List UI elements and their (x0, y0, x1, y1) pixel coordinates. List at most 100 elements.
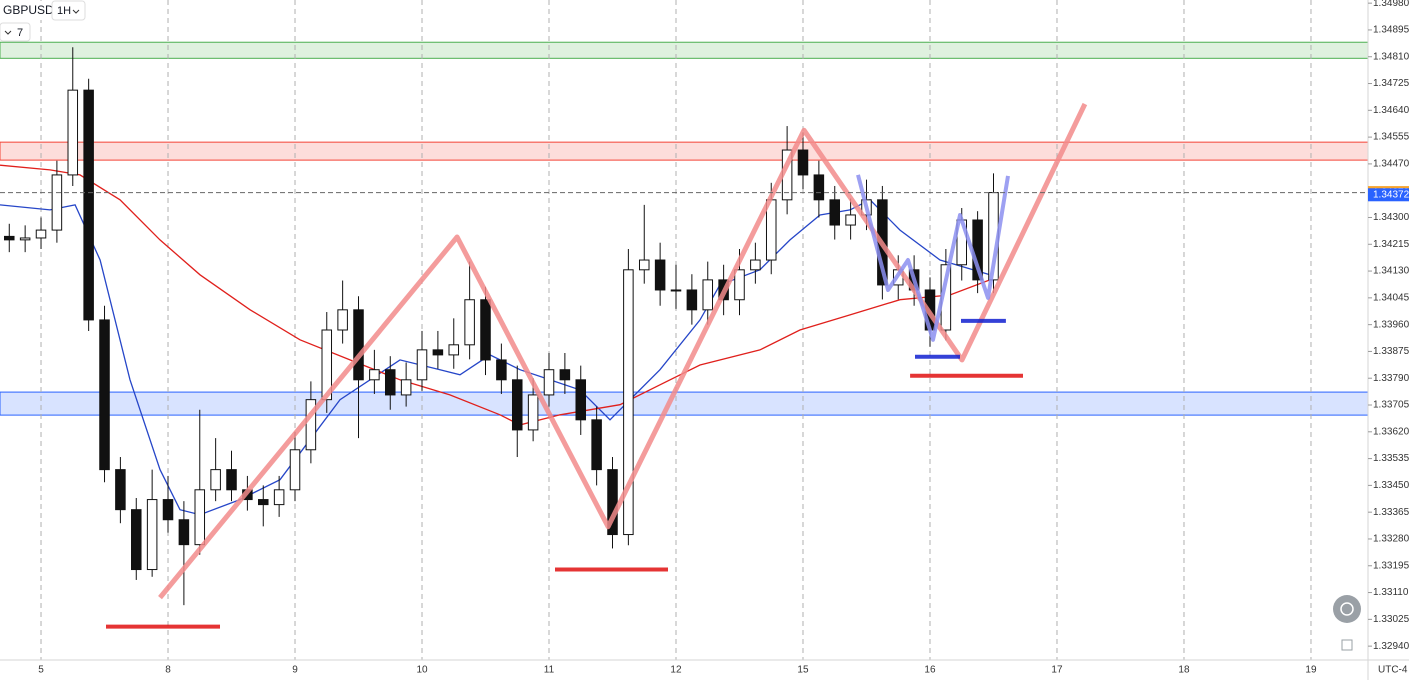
y-tick-label: 1.34725 (1373, 78, 1409, 89)
y-tick-label: 1.34215 (1373, 239, 1409, 250)
x-tick-label: 17 (1051, 665, 1063, 676)
candle-body (400, 379, 412, 396)
y-tick-label: 1.33875 (1373, 346, 1409, 357)
y-tick-label: 1.33620 (1373, 426, 1409, 437)
candle-body (638, 259, 650, 271)
interval: 1H (57, 5, 71, 17)
plot-area (0, 0, 1369, 660)
drawing (158, 102, 1088, 600)
candle-body (131, 509, 142, 571)
candle-body (813, 174, 825, 201)
candle-body (353, 309, 364, 381)
x-tick-label: 16 (924, 665, 936, 676)
candle-body (273, 489, 285, 506)
candle-body (83, 89, 94, 321)
y-tick-label: 1.34555 (1373, 132, 1409, 143)
y-tick-label: 1.33450 (1373, 480, 1409, 491)
candle-body (384, 369, 396, 396)
x-tick-label: 12 (670, 665, 682, 676)
candle-body (511, 379, 523, 431)
y-tick-label: 1.32940 (1373, 641, 1409, 652)
y-tick-label: 1.33280 (1373, 534, 1409, 545)
moving-average (0, 164, 991, 426)
symbol: GBPUSD (3, 3, 54, 17)
candle-body (337, 309, 348, 331)
candle-body (845, 214, 856, 226)
candle-body (99, 319, 110, 471)
candle-body (321, 329, 333, 401)
y-tick-label: 1.34470 (1373, 159, 1409, 170)
indicators-button[interactable] (0, 22, 31, 42)
candle-body (51, 174, 63, 231)
candle-body (4, 235, 15, 241)
candle-body (797, 149, 809, 176)
candle-body (559, 369, 571, 381)
price-tag-label: 1.34372 (1373, 189, 1409, 200)
y-tick-label: 1.33195 (1373, 560, 1409, 571)
fullscreen-button[interactable] (1341, 639, 1353, 651)
candle-body (702, 279, 714, 311)
candle-body (829, 199, 841, 226)
candle-body (67, 89, 79, 176)
candle-body (464, 299, 475, 346)
candle-body (146, 499, 158, 571)
y-tick-label: 1.33790 (1373, 373, 1409, 384)
x-tick-label: 8 (165, 665, 171, 676)
y-tick-label: 1.34300 (1373, 212, 1409, 223)
indicator-count: 7 (17, 27, 23, 39)
candle-body (19, 237, 31, 241)
symbol-box[interactable] (0, 1, 50, 20)
candle-body (543, 369, 555, 396)
candle-body (654, 259, 666, 291)
candle-body (496, 359, 507, 381)
x-tick-label: 11 (544, 665, 555, 676)
candle-body (623, 269, 634, 536)
candle-body (734, 269, 745, 301)
y-tick-label: 1.33025 (1373, 614, 1409, 625)
x-tick-label: 15 (797, 665, 809, 676)
candle-body (35, 229, 47, 239)
candle-body (432, 349, 444, 356)
candle-body (305, 399, 317, 451)
icon (1340, 602, 1354, 616)
toolbar: GBPUSD 1H 7 (0, 0, 86, 42)
interval-button[interactable] (51, 0, 86, 21)
price-tag (1368, 188, 1409, 202)
y-tick-label: 1.33960 (1373, 319, 1409, 330)
y-tick-label: 1.34640 (1373, 105, 1409, 116)
candle-body (480, 299, 491, 361)
candle-body (115, 469, 126, 511)
candle-body (258, 499, 269, 506)
candle-body (369, 369, 380, 381)
candle-body (750, 259, 761, 271)
x-tick-label: 10 (416, 665, 428, 676)
y-tick-label: 1.33535 (1373, 453, 1409, 464)
candle-body (686, 289, 698, 311)
candle-body (226, 469, 237, 491)
x-tick-label: 5 (38, 665, 44, 676)
candle-body (527, 394, 539, 431)
zone (0, 141, 1369, 161)
replay-button[interactable] (1333, 595, 1361, 623)
chevron (4, 30, 12, 35)
candle-body (448, 344, 460, 356)
candle-body (591, 419, 602, 471)
y-tick-label: 1.33365 (1373, 507, 1409, 518)
x-tick-label: 19 (1305, 665, 1317, 676)
y-tick-label: 1.34980 (1373, 0, 1409, 9)
candle-body (670, 289, 682, 292)
candle-body (162, 499, 174, 521)
candle-body (607, 469, 618, 536)
y-tick-label: 1.34810 (1373, 51, 1409, 62)
chevron (72, 9, 80, 14)
y-tick-label: 1.34045 (1373, 292, 1409, 303)
zone (0, 41, 1369, 59)
drawing (856, 174, 1010, 342)
candle-body (178, 519, 190, 546)
x-tick-label: 9 (292, 665, 298, 676)
y-tick-label: 1.33705 (1373, 400, 1409, 411)
candle-body (194, 489, 206, 546)
candle-body (289, 449, 301, 491)
